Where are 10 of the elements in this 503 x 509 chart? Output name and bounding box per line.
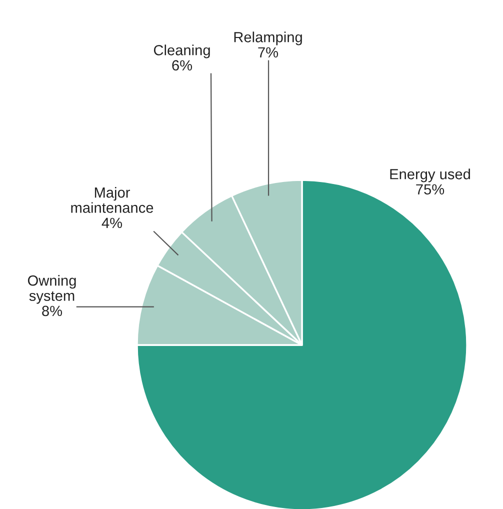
data-label: 75% bbox=[416, 184, 444, 195]
slice-label: Energy used bbox=[390, 168, 470, 182]
slice-label: Major maintenance bbox=[71, 187, 154, 213]
slice-label: Relamping bbox=[234, 32, 302, 46]
data-label: 4% bbox=[102, 218, 122, 228]
slice-label: Cleaning bbox=[154, 44, 210, 58]
slice-label: Owning system bbox=[28, 275, 76, 304]
data-label: 7% bbox=[258, 47, 278, 58]
data-label: 6% bbox=[172, 60, 192, 71]
data-label: 8% bbox=[42, 306, 62, 316]
